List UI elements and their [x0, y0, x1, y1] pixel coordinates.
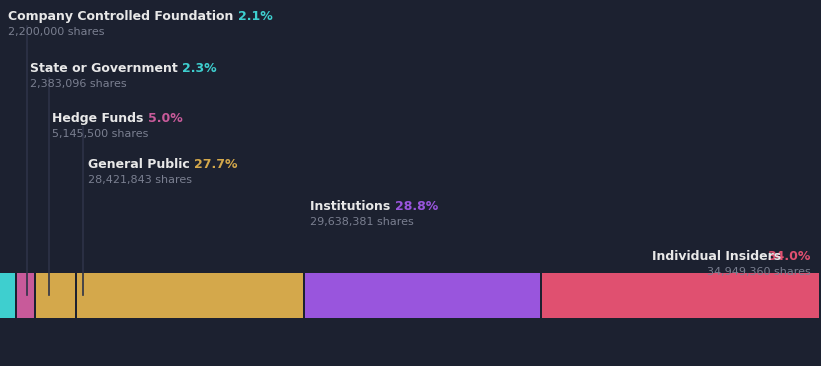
Bar — [305, 273, 539, 318]
Text: 34,949,360 shares: 34,949,360 shares — [707, 267, 811, 277]
Text: 2,383,096 shares: 2,383,096 shares — [30, 79, 126, 89]
Text: General Public: General Public — [88, 158, 194, 171]
Text: Individual Insiders: Individual Insiders — [652, 250, 781, 263]
Text: 34.0%: 34.0% — [768, 250, 811, 263]
Bar — [17, 273, 34, 318]
Text: 28.8%: 28.8% — [395, 200, 438, 213]
Text: 28,421,843 shares: 28,421,843 shares — [88, 175, 192, 185]
Text: 27.7%: 27.7% — [194, 158, 237, 171]
Text: 2,200,000 shares: 2,200,000 shares — [8, 27, 104, 37]
Text: 5.0%: 5.0% — [148, 112, 182, 125]
Text: 2.1%: 2.1% — [238, 10, 273, 23]
Text: 2.3%: 2.3% — [182, 62, 217, 75]
Bar — [36, 273, 76, 318]
Bar — [77, 273, 303, 318]
Text: Institutions: Institutions — [310, 200, 395, 213]
Text: State or Government: State or Government — [30, 62, 182, 75]
Text: Hedge Funds: Hedge Funds — [52, 112, 148, 125]
Text: 29,638,381 shares: 29,638,381 shares — [310, 217, 414, 227]
Bar — [0, 273, 16, 318]
Bar — [542, 273, 819, 318]
Text: 5,145,500 shares: 5,145,500 shares — [52, 129, 149, 139]
Text: Company Controlled Foundation: Company Controlled Foundation — [8, 10, 238, 23]
